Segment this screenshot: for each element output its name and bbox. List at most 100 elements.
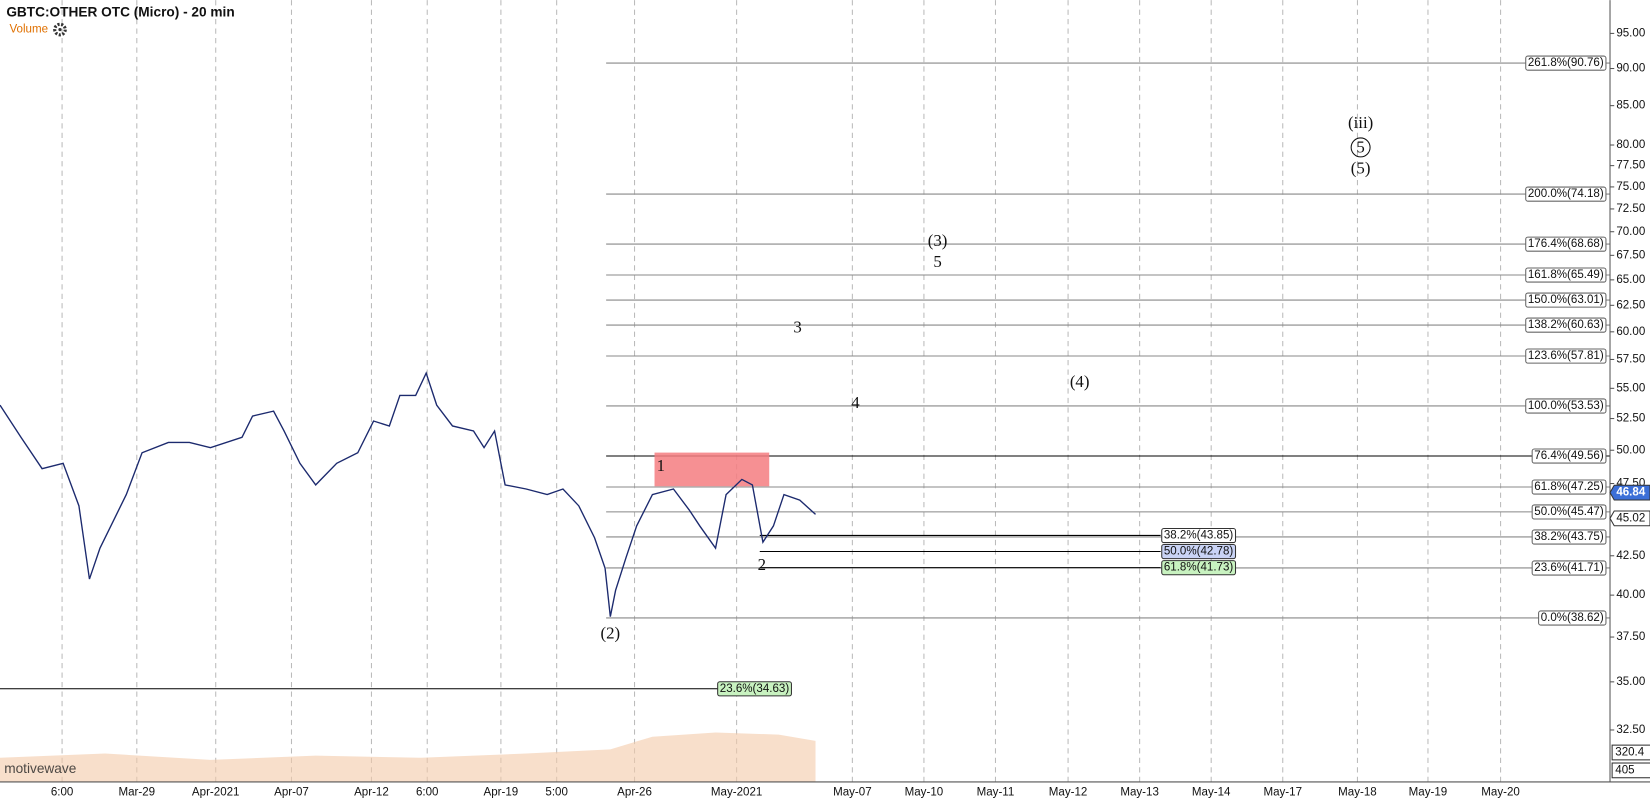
- x-tick-label: 6:00: [416, 787, 439, 799]
- price-marker: [1609, 510, 1650, 527]
- y-tick-label: 57.50: [1616, 354, 1645, 366]
- label-box: [1525, 236, 1607, 252]
- x-tick-label: May-11: [977, 787, 1015, 799]
- y-tick-label: 72.50: [1616, 203, 1645, 215]
- y-tick-label: 65.00: [1616, 274, 1645, 286]
- fib-label: 61.8%(41.73): [1164, 562, 1234, 574]
- label-box: [1525, 317, 1607, 333]
- x-tick-label: May-20: [1481, 787, 1520, 799]
- wave-label: 2: [758, 555, 766, 574]
- x-tick-label: May-19: [1409, 787, 1448, 799]
- label-box: [1531, 560, 1607, 576]
- volume-area: [0, 732, 816, 782]
- x-tick-label: May-13: [1120, 787, 1159, 799]
- y-tick-label: 42.50: [1616, 550, 1645, 562]
- x-tick-label: May-2021: [711, 787, 762, 799]
- fib-label: 200.0%(74.18): [1528, 188, 1604, 200]
- volume-marker: [1611, 762, 1650, 779]
- price-line: [0, 371, 816, 617]
- fib-label: 76.4%(49.56): [1534, 450, 1604, 462]
- wave-label: 5: [1356, 137, 1364, 156]
- y-tick-label: 80.00: [1616, 139, 1645, 151]
- wave-label: (5): [1351, 158, 1371, 177]
- label-box: [1525, 348, 1607, 364]
- wave-label: 1: [657, 456, 665, 475]
- label-box: [1525, 267, 1607, 283]
- fib-label: 100.0%(53.53): [1528, 400, 1604, 412]
- x-tick-label: May-14: [1192, 787, 1231, 799]
- label-box: [1525, 398, 1607, 414]
- watermark: motivewave: [4, 761, 76, 776]
- fib-label: 38.2%(43.75): [1534, 531, 1604, 543]
- y-tick-label: 67.50: [1616, 249, 1645, 261]
- fib-label: 0.0%(38.62): [1541, 612, 1604, 624]
- volume-label: 320.4: [1615, 747, 1645, 759]
- x-tick-label: Mar-29: [118, 787, 155, 799]
- label-box: [1525, 55, 1607, 71]
- volume-marker: [1611, 744, 1650, 761]
- fib-label: 150.0%(63.01): [1528, 294, 1604, 306]
- price-marker-label: 45.02: [1616, 512, 1645, 524]
- x-tick-label: May-07: [833, 787, 872, 799]
- fib-label: 61.8%(47.25): [1534, 481, 1604, 493]
- wave-label: 5: [933, 252, 941, 271]
- label-box: [1161, 543, 1237, 560]
- y-tick-label: 32.50: [1616, 724, 1645, 736]
- y-tick-label: 50.00: [1616, 444, 1645, 456]
- y-tick-label: 35.00: [1616, 676, 1645, 688]
- y-tick-label: 90.00: [1616, 63, 1645, 75]
- y-tick-label: 37.50: [1616, 631, 1645, 643]
- label-box: [1531, 479, 1607, 495]
- x-tick-label: May-18: [1338, 787, 1377, 799]
- wave-label: (2): [601, 623, 621, 642]
- x-tick-label: May-12: [1049, 787, 1088, 799]
- indicator-label: Volume: [9, 24, 48, 36]
- wave-label: (iii): [1348, 113, 1373, 132]
- y-tick-label: 40.00: [1616, 589, 1645, 601]
- volume-label: 405: [1615, 764, 1634, 776]
- y-tick-label: 77.50: [1616, 160, 1645, 172]
- fib-label: 50.0%(42.78): [1164, 546, 1234, 558]
- label-box: [717, 681, 792, 697]
- label-box: [1531, 529, 1607, 545]
- label-box: [1161, 560, 1237, 576]
- label-box: [1525, 292, 1607, 308]
- fib-label: 50.0%(45.47): [1534, 506, 1604, 518]
- x-tick-label: Apr-07: [274, 787, 309, 799]
- fib-label: 138.2%(60.63): [1528, 319, 1604, 331]
- wave-label: (4): [1070, 372, 1090, 391]
- target-zone: [654, 452, 770, 487]
- label-box: [1531, 448, 1607, 464]
- price-marker: [1609, 484, 1650, 501]
- y-tick-label: 52.50: [1616, 413, 1645, 425]
- y-tick-label: 47.50: [1616, 478, 1645, 490]
- y-tick-label: 95.00: [1616, 27, 1645, 39]
- settings-icon[interactable]: [53, 22, 67, 37]
- x-tick-label: Apr-26: [617, 787, 652, 799]
- y-tick-label: 85.00: [1616, 100, 1645, 112]
- wave-circle: [1350, 137, 1371, 158]
- y-tick-label: 75.00: [1616, 181, 1645, 193]
- x-tick-label: 5:00: [545, 787, 568, 799]
- wave-label: 3: [793, 317, 801, 336]
- price-marker-label: 46.84: [1616, 487, 1646, 499]
- label-box: [1531, 504, 1607, 520]
- label-box: [1525, 186, 1607, 202]
- y-tick-label: 62.50: [1616, 299, 1645, 311]
- x-tick-label: Apr-19: [484, 787, 519, 799]
- x-tick-label: May-10: [905, 787, 944, 799]
- wave-label: (3): [928, 231, 948, 250]
- fib-label: 23.6%(41.71): [1534, 562, 1604, 574]
- chart-title: GBTC:OTHER OTC (Micro) - 20 min: [6, 4, 234, 19]
- fib-label: 38.2%(43.85): [1164, 530, 1234, 542]
- fib-label: 261.8%(90.76): [1528, 57, 1604, 69]
- wave-label: 4: [851, 393, 860, 412]
- fib-label: 161.8%(65.49): [1528, 269, 1604, 281]
- x-tick-label: 6:00: [51, 787, 74, 799]
- x-tick-label: Apr-12: [354, 787, 389, 799]
- y-tick-label: 70.00: [1616, 226, 1645, 238]
- fib-label: 23.6%(34.63): [720, 683, 790, 695]
- y-tick-label: 55.00: [1616, 382, 1645, 394]
